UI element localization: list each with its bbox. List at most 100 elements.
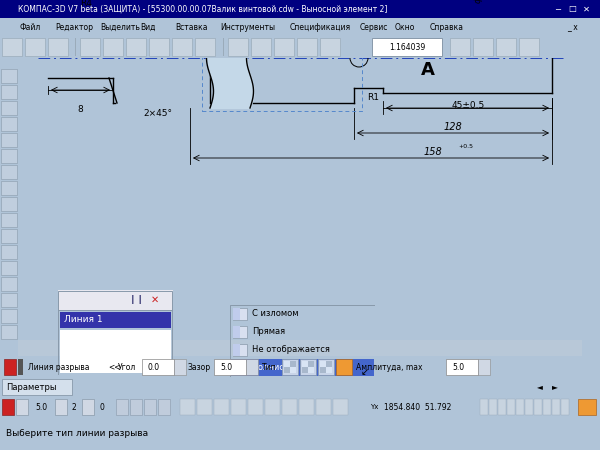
Text: Окно: Окно [395, 22, 415, 32]
Bar [1, 149, 17, 163]
Bar [233, 362, 240, 374]
Bar [82, 399, 94, 415]
Bar [144, 399, 156, 415]
Text: Инструменты: Инструменты [220, 22, 275, 32]
Bar [48, 38, 68, 56]
Bar [308, 367, 314, 373]
Bar [1, 229, 17, 243]
Text: <<: << [108, 363, 121, 372]
Bar [282, 359, 298, 375]
Bar [126, 38, 146, 56]
Bar [1, 181, 17, 195]
Bar [246, 359, 258, 375]
Text: Линия разрыва: Линия разрыва [28, 363, 89, 372]
Bar [1, 261, 17, 275]
Bar [18, 359, 23, 375]
Bar [1, 69, 17, 83]
Bar [1, 197, 17, 211]
Bar [534, 399, 542, 415]
Text: А: А [421, 61, 435, 79]
Bar [233, 362, 247, 374]
Bar [25, 38, 45, 56]
Bar [80, 38, 100, 56]
Bar [498, 399, 506, 415]
Bar [489, 399, 497, 415]
Bar [446, 359, 478, 375]
Bar [223, 38, 224, 56]
Bar [519, 38, 539, 56]
Text: ◄: ◄ [537, 382, 543, 392]
Text: С изломом: С изломом [252, 310, 299, 319]
Bar [1, 245, 17, 259]
Text: Угол: Угол [118, 363, 136, 372]
Bar [58, 290, 173, 310]
Bar [248, 399, 263, 415]
Text: 5.0: 5.0 [452, 363, 464, 372]
Bar [233, 308, 240, 320]
Text: Выделить: Выделить [100, 22, 140, 32]
Text: ❙❙: ❙❙ [128, 296, 143, 305]
Bar [302, 367, 308, 373]
Bar [214, 359, 246, 375]
Text: Тип: Тип [262, 363, 277, 372]
Bar [1, 325, 17, 339]
Bar [2, 38, 22, 56]
Bar [60, 312, 171, 328]
Text: 0.0: 0.0 [148, 363, 160, 372]
Bar [233, 326, 247, 338]
Bar [158, 399, 170, 415]
Text: 1.164039: 1.164039 [389, 42, 425, 51]
Text: R1: R1 [367, 94, 379, 103]
Bar [180, 399, 195, 415]
Bar [450, 38, 470, 56]
Text: ─: ─ [556, 4, 560, 13]
Bar [496, 38, 516, 56]
Bar [265, 399, 280, 415]
Text: КОМПАС-3D V7 beta (ЗАЩИТА) - [55300.00.00.07Валик винтовой.cdw - Выносной элемен: КОМПАС-3D V7 beta (ЗАЩИТА) - [55300.00.0… [18, 4, 388, 13]
Text: 128: 128 [443, 122, 463, 132]
Bar [302, 361, 308, 367]
Bar [525, 399, 533, 415]
Text: Линия 1: Линия 1 [64, 315, 103, 324]
Bar [231, 359, 374, 376]
Text: Волнистая: Волнистая [252, 364, 299, 373]
Bar [233, 308, 247, 320]
Text: ✕: ✕ [583, 4, 589, 13]
Bar [274, 38, 294, 56]
Bar [480, 399, 488, 415]
Bar [55, 399, 67, 415]
Text: Выберите тип линии разрыва: Выберите тип линии разрыва [6, 429, 148, 438]
Text: 5.0: 5.0 [35, 402, 47, 411]
Text: ф45h11: ф45h11 [473, 0, 482, 3]
Bar [1, 213, 17, 227]
Bar [372, 38, 442, 56]
Bar [299, 399, 314, 415]
Text: Вставка: Вставка [175, 22, 208, 32]
Bar [1, 165, 17, 179]
Bar [116, 399, 128, 415]
Text: _ x: _ x [567, 22, 578, 32]
Bar [233, 344, 247, 356]
Bar [1, 85, 17, 99]
Bar [578, 399, 596, 415]
Bar [543, 399, 551, 415]
Text: R4: R4 [80, 0, 92, 8]
Bar [561, 399, 569, 415]
Bar [2, 399, 14, 415]
Bar [103, 38, 123, 56]
Text: Не отображается: Не отображается [252, 346, 330, 355]
Bar [142, 359, 174, 375]
Bar [300, 359, 316, 375]
Bar [2, 379, 72, 395]
Text: 8: 8 [77, 105, 83, 114]
Bar [320, 38, 340, 56]
Bar [1, 309, 17, 323]
Bar [316, 399, 331, 415]
Bar [172, 38, 192, 56]
Bar [4, 359, 16, 375]
Bar [320, 361, 326, 367]
Text: Параметры: Параметры [6, 382, 56, 392]
Bar [149, 38, 169, 56]
Bar [195, 38, 215, 56]
Text: Амплитуда, max: Амплитуда, max [356, 363, 422, 372]
